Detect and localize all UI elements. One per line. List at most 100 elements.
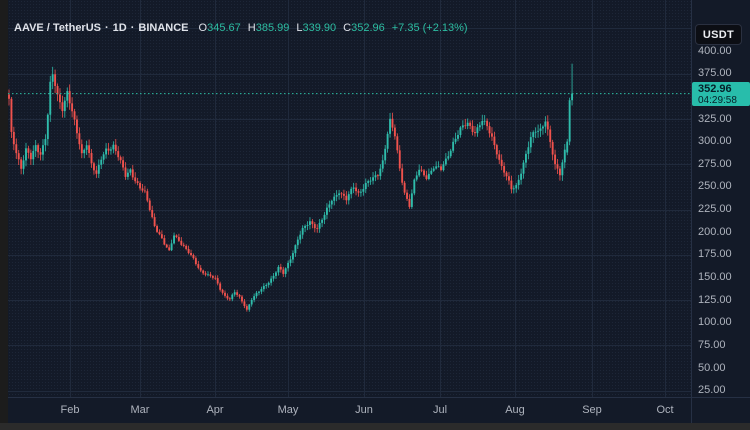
price-axis[interactable]: USDT 400.00 375.00 325.00 300.00 275.00 250.0… [691,0,750,397]
candle [250,298,253,307]
candle [376,174,379,180]
time-axis[interactable]: Feb Mar Apr May Jun Jul Aug Sep Oct [8,397,750,424]
candle [340,192,343,199]
high-label: H [247,22,256,34]
candle [97,159,100,178]
time-axis-label-aug: Aug [505,404,525,416]
candle [449,148,452,159]
time-axis-label-oct: Oct [656,404,674,416]
chart-canvas[interactable]: AAVE / TetherUS · 1D · BINANCE O345.67 H… [8,0,691,397]
candle [207,271,209,277]
close-label: C [343,22,352,34]
candle [270,275,273,286]
candle [187,245,190,255]
candle [342,189,345,201]
candle [396,133,399,154]
price-tick-label: 225.00 [698,203,732,216]
price-change: +7.35 (+2.13%) [391,22,468,34]
candle [114,139,117,155]
candle [364,178,367,194]
candle [202,269,205,275]
candle [221,288,224,295]
candle [192,253,195,260]
candle [129,168,132,176]
candle [338,189,341,200]
candle [17,149,20,165]
candle [22,155,25,175]
candle [56,83,59,102]
candle [173,232,175,245]
candle [413,178,416,196]
candle [214,275,217,280]
candle [151,205,154,219]
candle [512,185,515,194]
candle [296,236,299,250]
candle [93,161,95,175]
price-tick-label: 300.00 [698,135,732,148]
candle [488,122,491,138]
candle [313,221,316,233]
symbol-name[interactable]: AAVE / TetherUS [14,22,101,34]
candle [61,95,64,118]
candle [483,115,486,126]
candle [440,163,442,172]
candle [493,131,496,150]
candle [563,144,566,169]
candle [401,163,404,186]
candle [362,184,365,196]
price-tick-label: 375.00 [698,67,732,80]
price-tick-label: 175.00 [698,248,732,261]
candle [309,217,311,230]
candle [328,200,331,213]
candle [211,275,214,280]
candle [10,96,13,139]
open-label: O [198,22,208,34]
candle [558,165,561,181]
candlestick-chart[interactable] [8,0,691,397]
time-axis-label-may: May [277,404,299,416]
candle [248,303,251,312]
candle [549,125,552,148]
candle [107,143,110,155]
candle [272,273,275,282]
candle [29,149,32,165]
candle [158,229,161,236]
exchange-name[interactable]: BINANCE [138,22,189,34]
candle [231,293,234,302]
candle [233,289,236,297]
candle [209,272,212,278]
candle [109,146,112,155]
quote-currency-button[interactable]: USDT [695,24,742,45]
candle [68,84,71,110]
ohlc-readout: O345.67 H385.99 L339.90 C352.96 +7.35 (+… [199,22,468,34]
time-axis-label-jun: Jun [355,404,373,416]
candle [345,191,348,205]
candle [505,171,508,181]
close-value: 352.96 [351,22,385,34]
candle [204,271,207,277]
candle [73,108,76,126]
interval-button[interactable]: 1D [112,22,127,34]
candle [503,162,506,177]
candle [474,126,476,137]
candle [255,290,258,299]
candle [529,131,532,153]
candle [199,265,202,273]
time-axis-label-feb: Feb [60,404,80,416]
price-tick-label: 275.00 [698,157,732,170]
low-value: 339.90 [302,22,337,34]
candle [566,138,569,156]
candle [49,75,52,122]
candle [46,113,49,146]
last-price-badge: 352.96 04:29:58 [692,81,750,106]
price-tick-label: 75.00 [698,338,726,351]
candle [182,242,185,248]
candle [347,191,350,205]
candle [197,260,200,270]
candle [243,299,246,309]
candle [442,161,445,172]
candle [311,219,314,229]
candle [510,175,513,194]
axis-corner-divider [691,398,692,424]
